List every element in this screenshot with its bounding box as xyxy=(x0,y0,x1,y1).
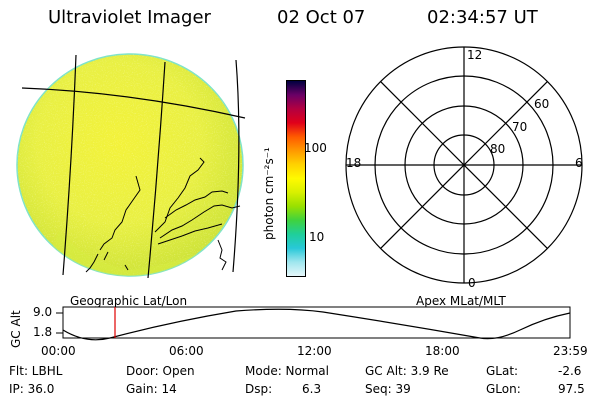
gain-readout: Gain: 14 xyxy=(126,382,177,396)
altitude-ylabel: GC Alt xyxy=(9,310,23,348)
ip-readout: IP: 36.0 xyxy=(9,382,55,396)
altitude-ytick-9: 9.0 xyxy=(33,305,53,319)
time-tick-0000: 00:00 xyxy=(41,344,76,358)
mlt-label-6: 6 xyxy=(575,156,583,170)
gc-alt-readout: GC Alt: 3.9 Re xyxy=(365,364,449,378)
glon-value: 97.5 xyxy=(558,382,585,396)
dsp-label: Dsp: xyxy=(245,382,273,396)
colorbar-gradient xyxy=(287,81,305,276)
altitude-ytick-1-8: 1.8 xyxy=(33,325,53,339)
mode-readout: Mode: Normal xyxy=(245,364,329,378)
mlat-label-60: 60 xyxy=(534,97,550,111)
filter-readout: Flt: LBHL xyxy=(9,364,63,378)
colorbar-tick-10: 10 xyxy=(309,230,325,244)
image-caption: Geographic Lat/Lon xyxy=(70,294,188,308)
mlt-label-18: 18 xyxy=(346,156,362,170)
time-tick-1200: 12:00 xyxy=(297,344,332,358)
glat-label: GLat: xyxy=(486,364,519,378)
time-tick-0600: 06:00 xyxy=(169,344,204,358)
coastline xyxy=(85,157,241,273)
observation-time: 02:34:57 UT xyxy=(427,7,538,28)
colorbar xyxy=(286,80,306,277)
mlat-label-80: 80 xyxy=(490,142,506,156)
time-tick-2359: 23:59 xyxy=(553,344,588,358)
mlt-label-0: 0 xyxy=(468,276,476,290)
geographic-grid xyxy=(21,54,246,279)
mlat-label-70: 70 xyxy=(512,120,528,134)
polar-caption: Apex MLat/MLT xyxy=(416,294,506,308)
glat-value: -2.6 xyxy=(558,364,582,378)
observation-date: 02 Oct 07 xyxy=(277,7,366,28)
seq-readout: Seq: 39 xyxy=(365,382,411,396)
door-readout: Door: Open xyxy=(126,364,195,378)
colorbar-tick-100: 100 xyxy=(304,141,327,155)
glon-label: GLon: xyxy=(486,382,521,396)
time-tick-1800: 18:00 xyxy=(425,344,460,358)
mlt-label-12: 12 xyxy=(467,48,483,62)
instrument-title: Ultraviolet Imager xyxy=(48,7,211,28)
dsp-value: 6.3 xyxy=(302,382,322,396)
